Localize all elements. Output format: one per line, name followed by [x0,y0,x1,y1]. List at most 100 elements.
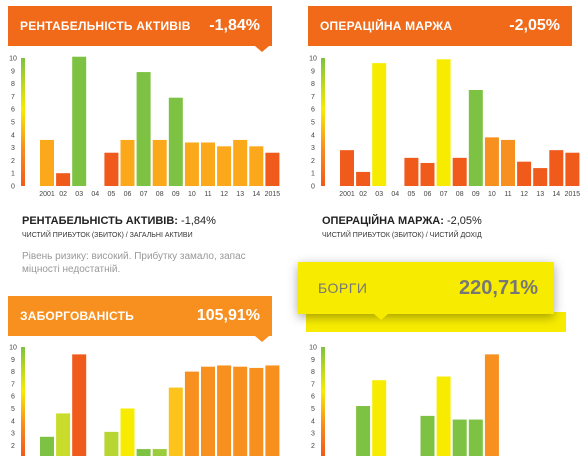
y-tick-label: 9 [311,357,315,364]
y-tick-label: 9 [311,68,315,75]
x-tick-label: 2015 [265,191,281,198]
y-tick-label: 6 [311,107,315,114]
bar [549,150,564,186]
desc-formula-return-on-assets: чистий прибуток (збиток) / загальні акти… [22,232,193,239]
bar [72,56,87,186]
highlight-title: БОРГИ [318,280,368,296]
bar [168,387,183,456]
y-tick-label: 3 [311,431,315,438]
x-tick-label: 06 [424,191,432,198]
bar [233,139,248,186]
panel-value: 105,91% [196,307,260,324]
panel-header-operating-margin[interactable]: ОПЕРАЦІЙНА МАРЖА -2,05% [308,6,572,46]
bar [484,354,499,456]
bar [452,419,467,456]
bar [152,139,167,186]
x-tick-label: 03 [375,191,383,198]
bar [104,431,119,456]
highlight-value: 220,71% [459,276,538,299]
y-tick-label: 4 [11,132,15,139]
bar [217,146,232,186]
y-tick-label: 10 [309,345,317,352]
desc-formula-operating-margin: чистий прибуток (збиток) / чистий дохід [322,232,482,239]
bar [40,139,54,186]
x-tick-label: 07 [440,191,448,198]
x-tick-label: 11 [204,191,211,198]
bar [104,152,119,186]
y-tick-label: 9 [11,68,15,75]
y-tick-label: 7 [311,381,315,388]
risk-text: Рівень ризику: високий. Прибутку замало,… [22,251,246,275]
bar [420,415,435,456]
bar [265,365,280,456]
x-tick-label: 11 [504,191,511,198]
bar [184,142,199,186]
desc-label: РЕНТАБЕЛЬНІСТЬ АКТИВІВ: [22,215,178,227]
bar [136,72,151,186]
y-tick-label: 10 [9,345,17,352]
chart-indebtedness: 2 3 4 5 6 7 8 9 10 [6,342,280,456]
y-tick-label: 3 [311,145,315,152]
x-tick-label: 2015 [565,191,580,198]
bar [56,413,71,456]
highlight-card-debts[interactable]: БОРГИ 220,71% [298,262,554,314]
bar [168,97,183,186]
bar [120,408,135,456]
y-tick-label: 5 [11,406,15,413]
y-tick-label: 3 [11,431,15,438]
bar [249,367,264,456]
bar [340,150,354,186]
y-tick-label: 7 [11,381,15,388]
y-tick-label: 10 [309,56,317,63]
bar [436,59,451,186]
x-tick-label: 10 [488,191,496,198]
bar [217,365,232,456]
x-tick-label: 07 [140,191,148,198]
desc-title-operating-margin: ОПЕРАЦІЙНА МАРЖА: -2,05% [322,215,482,227]
x-tick-label: 09 [172,191,180,198]
y-tick-label: 9 [11,357,15,364]
y-tick-label: 8 [311,81,315,88]
bar [517,161,532,186]
y-tick-label: 5 [311,406,315,413]
panel-title: ЗАБОРГОВАНІСТЬ [20,309,134,323]
x-tick-label: 13 [536,191,544,198]
y-tick-label: 8 [11,81,15,88]
bar [40,436,54,456]
chart-return-on-assets: 0 1 2 3 4 5 6 7 8 9 10 2001 02 03 04 05 06 07 08 09 10 11 12 13… [6,52,280,202]
bar [420,162,435,186]
bar [233,366,248,456]
panel-value: -2,05% [509,17,560,34]
panel-header-indebtedness[interactable]: ЗАБОРГОВАНІСТЬ 105,91% [8,296,272,336]
bar [372,380,387,456]
y-tick-label: 0 [311,184,315,191]
x-tick-label: 08 [456,191,464,198]
panel-title: ОПЕРАЦІЙНА МАРЖА [320,19,453,33]
bar-chart-svg: 2 3 4 5 6 7 8 9 10 [309,345,499,456]
x-tick-label: 02 [359,191,367,198]
x-tick-label: 06 [124,191,132,198]
bar [249,146,264,186]
bar [356,171,371,186]
bar [356,406,371,456]
x-tick-label: 14 [252,191,260,198]
desc-title-return-on-assets: РЕНТАБЕЛЬНІСТЬ АКТИВІВ: -1,84% [22,215,216,227]
y-tick-label: 5 [11,120,15,127]
bar [72,354,87,456]
bar [201,142,215,186]
y-tick-label: 7 [311,94,315,101]
y-tick-label: 8 [11,369,15,376]
bar [120,139,135,186]
y-tick-label: 5 [311,120,315,127]
y-axis-color-scale [21,347,25,456]
y-axis-color-scale [21,58,25,186]
x-tick-label: 09 [472,191,480,198]
y-tick-label: 8 [311,369,315,376]
panel-header-return-on-assets[interactable]: РЕНТАБЕЛЬНІСТЬ АКТИВІВ -1,84% [8,6,272,46]
y-tick-label: 6 [11,107,15,114]
bar [136,449,151,456]
panel-value: -1,84% [209,17,260,34]
bar [468,90,483,186]
